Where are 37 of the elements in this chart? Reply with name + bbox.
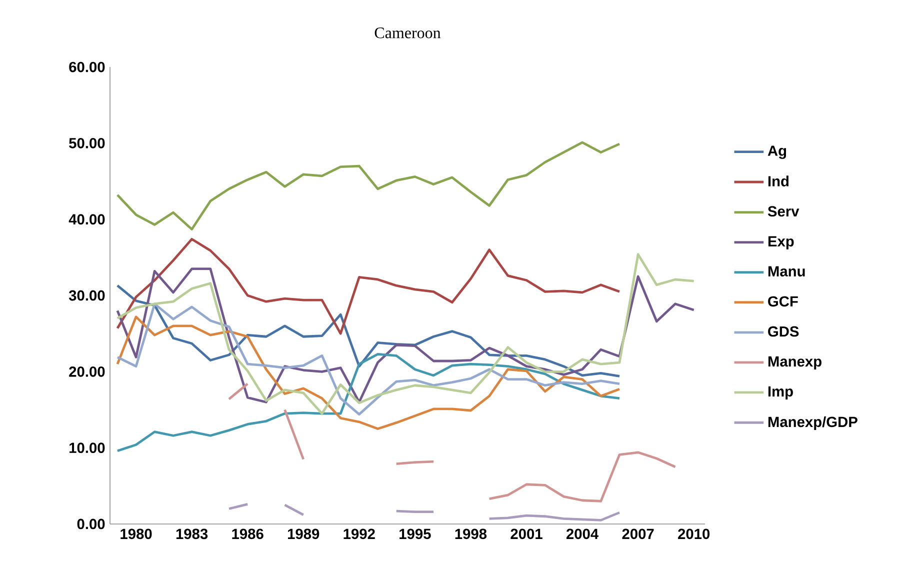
legend-label: Imp (768, 386, 793, 400)
x-tick-label: 1983 (176, 528, 208, 540)
line-series (116, 268, 696, 404)
x-tick-label: 1995 (400, 528, 431, 540)
line-series (116, 238, 621, 335)
line-series (116, 302, 621, 416)
x-tick-label: 1980 (120, 528, 152, 540)
line-series (116, 352, 621, 452)
x-tick-label: 2010 (678, 528, 710, 540)
y-tick-label: 0.00 (77, 518, 105, 530)
legend-label: Ag (768, 146, 786, 159)
legend-label: Manexp (768, 356, 822, 370)
y-tick-label: 20.00 (69, 366, 105, 377)
legend-label: Manexp/GDP (768, 416, 858, 430)
x-tick-label: 1992 (344, 528, 375, 540)
x-tick-label: 1986 (232, 528, 264, 540)
y-tick-label: 60.00 (69, 62, 105, 72)
y-tick-label: 30.00 (68, 290, 105, 301)
y-tick-label: 50.00 (69, 138, 105, 148)
legend-label: GCF (768, 296, 798, 307)
legend-label: Serv (768, 206, 800, 217)
x-tick-label: 1998 (455, 528, 487, 540)
legend-label: GDS (768, 326, 799, 337)
line-series (116, 141, 621, 230)
y-tick-label: 40.00 (68, 214, 105, 225)
x-tick-label: 2007 (622, 528, 654, 540)
legend-label: Manu (768, 266, 805, 276)
x-tick-label: 2001 (510, 528, 542, 540)
y-tick-label: 10.00 (70, 442, 105, 454)
line-series (116, 316, 621, 430)
line-series (116, 253, 696, 415)
line-series (116, 284, 621, 378)
x-tick-label: 2004 (566, 528, 599, 540)
chart-title: Cameroon (374, 28, 441, 38)
legend-label: Ind (768, 176, 788, 186)
x-tick-label: 1989 (288, 528, 320, 540)
legend-label: Exp (768, 236, 794, 250)
